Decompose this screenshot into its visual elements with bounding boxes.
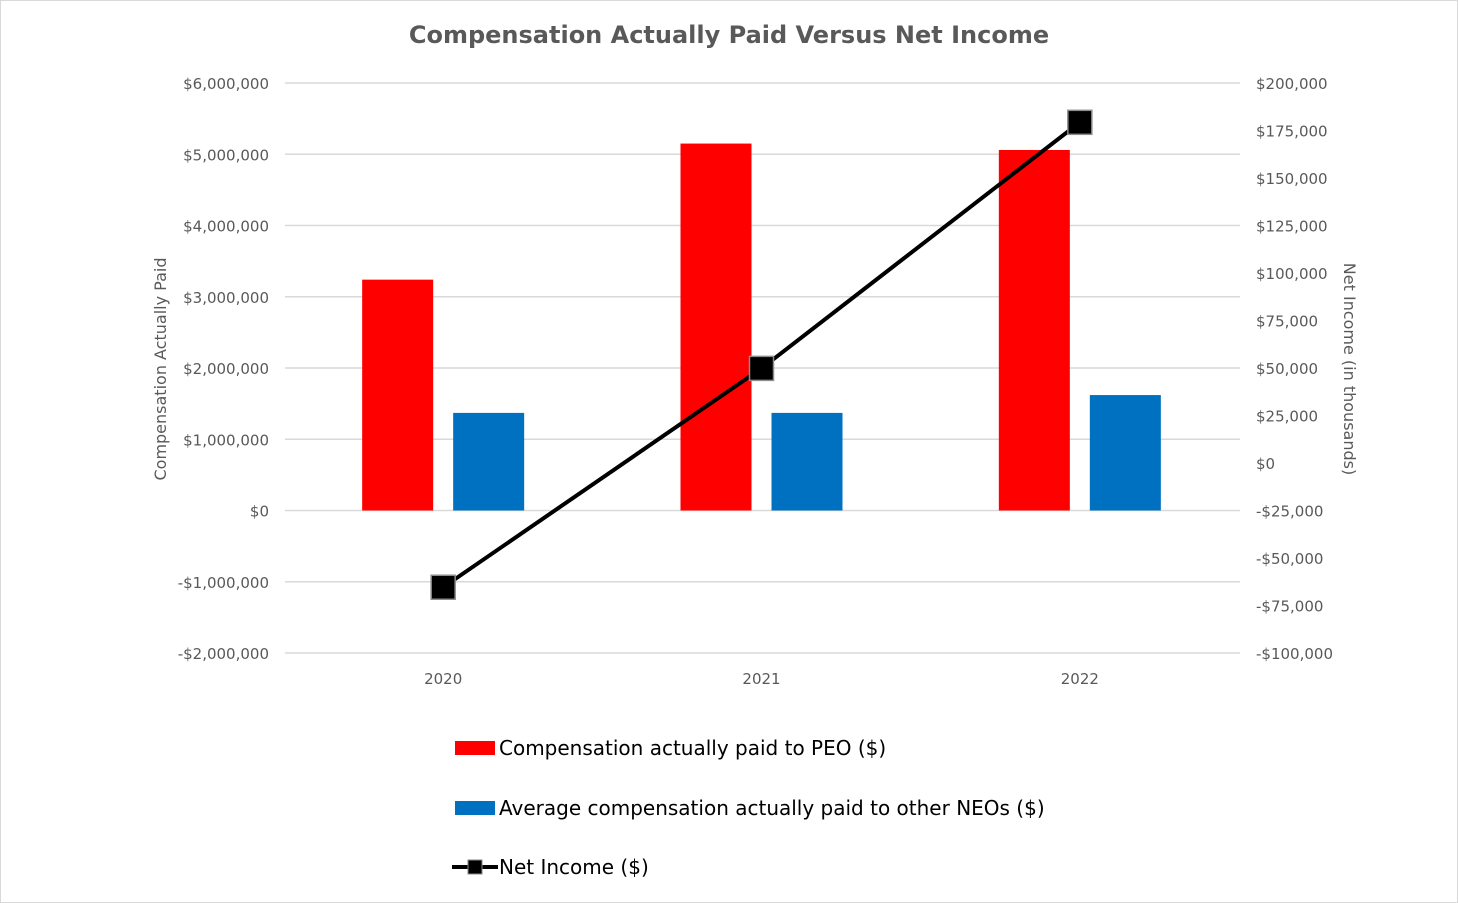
y-tick-label: $1,000,000 xyxy=(183,431,269,449)
x-tick-label: 2022 xyxy=(1061,670,1099,688)
y2-tick-label: $75,000 xyxy=(1256,313,1318,331)
legend-item-peo: Compensation actually paid to PEO ($) xyxy=(455,736,886,760)
y-tick-label: -$2,000,000 xyxy=(178,645,269,663)
bar-neo-2020 xyxy=(453,412,525,511)
net-income-marker-2021 xyxy=(748,355,775,382)
y2-tick-label: $150,000 xyxy=(1256,170,1328,188)
y-tick-label: $5,000,000 xyxy=(183,146,269,164)
bar-neo-2021 xyxy=(771,412,843,511)
y2-tick-label: -$100,000 xyxy=(1256,645,1333,663)
net-income-line xyxy=(442,120,1082,589)
legend-swatch-red xyxy=(455,741,495,755)
y-axis-label: Compensation Actually Paid xyxy=(151,257,170,480)
y2-tick-label: $125,000 xyxy=(1256,218,1328,236)
y-tick-label: $2,000,000 xyxy=(183,360,269,378)
x-tick-label: 2021 xyxy=(742,670,780,688)
y2-tick-label: -$25,000 xyxy=(1256,503,1323,521)
bar-peo-2020 xyxy=(362,279,434,511)
legend-item-neo: Average compensation actually paid to ot… xyxy=(455,796,1045,820)
net-income-marker-2020 xyxy=(430,574,456,601)
legend-label: Net Income ($) xyxy=(499,855,649,879)
net-income-marker-2022 xyxy=(1067,109,1093,136)
bar-peo-2021 xyxy=(680,143,752,511)
y2-tick-label: $0 xyxy=(1256,455,1275,473)
y-tick-label: $4,000,000 xyxy=(183,218,269,236)
legend-label: Compensation actually paid to PEO ($) xyxy=(499,736,887,760)
y2-tick-label: $50,000 xyxy=(1256,360,1318,378)
y2-tick-label: $175,000 xyxy=(1256,123,1328,141)
y2-tick-label: -$75,000 xyxy=(1256,598,1323,616)
y-tick-label: $6,000,000 xyxy=(183,75,269,93)
y-tick-label: -$1,000,000 xyxy=(178,574,269,592)
bar-neo-2022 xyxy=(1089,395,1161,511)
x-tick-label: 2020 xyxy=(424,670,462,688)
y-tick-label: $3,000,000 xyxy=(183,289,269,307)
y2-tick-label: $25,000 xyxy=(1256,408,1318,426)
y2-axis-label: Net Income (in thousands) xyxy=(1340,263,1359,475)
chart-title: Compensation Actually Paid Versus Net In… xyxy=(409,21,1049,49)
y2-tick-label: $100,000 xyxy=(1256,265,1328,283)
legend-swatch-blue xyxy=(455,801,495,815)
y2-tick-label: $200,000 xyxy=(1256,75,1328,93)
bar-peo-2022 xyxy=(998,149,1070,511)
legend-item-net-income: Net Income ($) xyxy=(452,855,649,879)
y-tick-label: $0 xyxy=(250,503,269,521)
y2-tick-label: -$50,000 xyxy=(1256,550,1323,568)
legend-label: Average compensation actually paid to ot… xyxy=(499,796,1045,820)
legend-line-marker-icon xyxy=(452,859,498,875)
